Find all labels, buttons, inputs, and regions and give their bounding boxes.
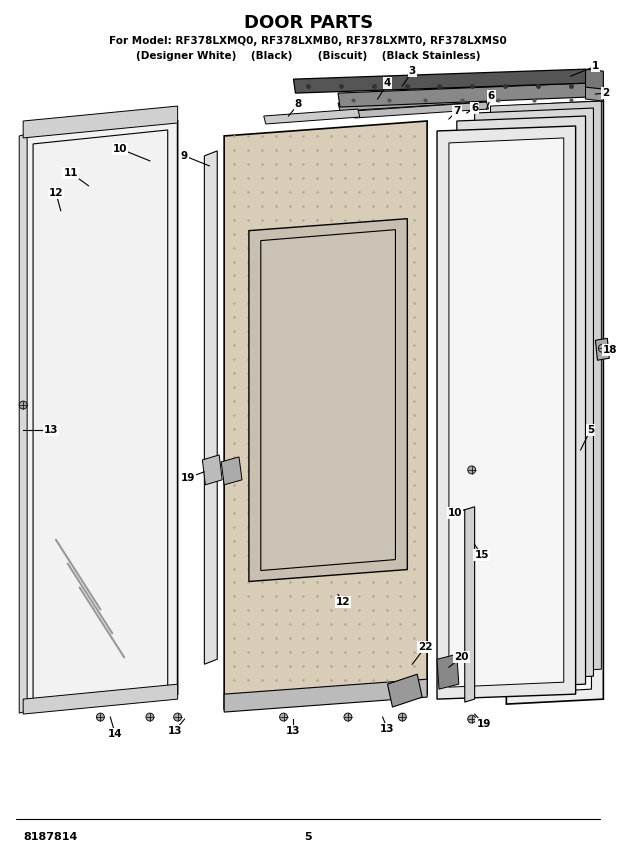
Polygon shape [261, 229, 396, 571]
Text: 4: 4 [384, 78, 391, 88]
Polygon shape [221, 457, 242, 484]
Circle shape [399, 713, 406, 721]
Polygon shape [23, 106, 177, 138]
Polygon shape [338, 83, 588, 107]
Circle shape [467, 715, 476, 723]
Text: 13: 13 [43, 425, 58, 435]
Text: 14: 14 [108, 729, 123, 739]
Polygon shape [23, 684, 177, 714]
Polygon shape [437, 126, 575, 699]
Polygon shape [437, 654, 459, 689]
Text: 7: 7 [453, 106, 461, 116]
Text: 6: 6 [488, 91, 495, 101]
Text: 6: 6 [471, 103, 478, 113]
Circle shape [97, 713, 104, 721]
Text: 13: 13 [380, 724, 395, 734]
Circle shape [174, 713, 182, 721]
Circle shape [280, 713, 288, 721]
Text: 5: 5 [304, 832, 312, 841]
Text: 19: 19 [180, 473, 195, 483]
Text: 13: 13 [167, 726, 182, 736]
Circle shape [344, 713, 352, 721]
Text: 13: 13 [286, 726, 301, 736]
Polygon shape [469, 128, 574, 677]
Polygon shape [502, 113, 590, 663]
Text: DOOR PARTS: DOOR PARTS [244, 15, 373, 33]
Circle shape [467, 466, 476, 474]
Polygon shape [585, 69, 603, 89]
Text: 5: 5 [587, 425, 594, 435]
Text: 3: 3 [409, 66, 416, 76]
Text: 11: 11 [63, 168, 78, 178]
Text: 2: 2 [602, 88, 609, 98]
Polygon shape [585, 83, 603, 101]
Text: For Model: RF378LXMQ0, RF378LXMB0, RF378LXMT0, RF378LXMS0: For Model: RF378LXMQ0, RF378LXMB0, RF378… [110, 36, 507, 46]
Text: eReplacementParts.com: eReplacementParts.com [232, 424, 384, 437]
Polygon shape [293, 69, 588, 93]
Text: 10: 10 [113, 144, 128, 154]
Text: 20: 20 [454, 652, 469, 663]
Polygon shape [353, 102, 489, 118]
Polygon shape [595, 338, 609, 360]
Text: 18: 18 [603, 345, 618, 355]
Text: 8187814: 8187814 [24, 832, 78, 841]
Text: (Designer White)    (Black)       (Biscuit)    (Black Stainless): (Designer White) (Black) (Biscuit) (Blac… [136, 51, 480, 62]
Circle shape [19, 401, 27, 409]
Text: 8: 8 [294, 99, 302, 109]
Polygon shape [224, 121, 427, 709]
Polygon shape [19, 134, 27, 713]
Polygon shape [388, 675, 422, 707]
Circle shape [598, 344, 606, 353]
Text: 19: 19 [476, 719, 491, 729]
Polygon shape [338, 93, 498, 111]
Polygon shape [507, 101, 603, 704]
Polygon shape [202, 455, 222, 484]
Polygon shape [23, 121, 177, 709]
Polygon shape [487, 120, 582, 669]
Polygon shape [224, 679, 427, 712]
Polygon shape [449, 138, 564, 687]
Polygon shape [264, 109, 360, 124]
Polygon shape [457, 116, 585, 689]
Polygon shape [249, 218, 407, 581]
Text: 10: 10 [448, 508, 462, 518]
Text: 22: 22 [418, 642, 432, 652]
Polygon shape [490, 101, 601, 675]
Polygon shape [205, 151, 217, 664]
Text: 15: 15 [474, 550, 489, 560]
Text: 12: 12 [48, 187, 63, 198]
Polygon shape [518, 112, 591, 693]
Text: 12: 12 [335, 597, 350, 608]
Text: 9: 9 [181, 151, 188, 161]
Polygon shape [465, 507, 475, 702]
Text: 1: 1 [592, 61, 599, 71]
Polygon shape [475, 108, 593, 681]
Circle shape [146, 713, 154, 721]
